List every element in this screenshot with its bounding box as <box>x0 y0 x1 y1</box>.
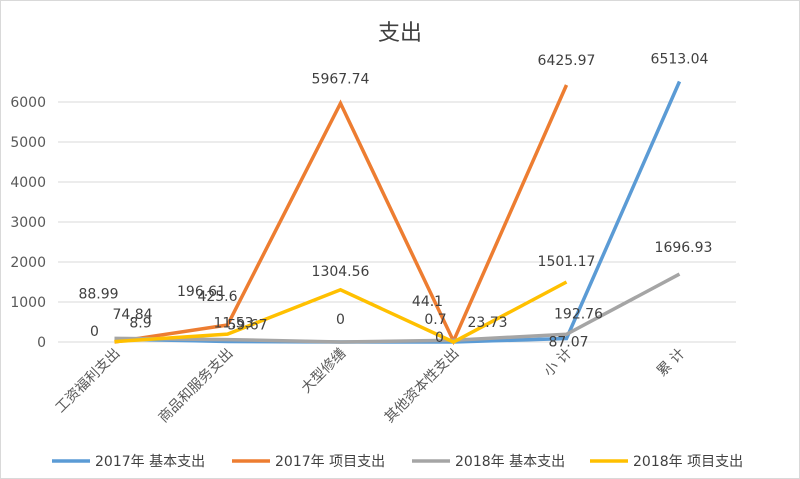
x-tick-label: 商品和服务支出 <box>156 346 237 427</box>
data-label: 74.84 <box>112 307 152 323</box>
data-label: 23.73 <box>467 315 507 331</box>
series-lines <box>114 80 682 346</box>
x-tick-label: 其他资本性支出 <box>382 346 463 427</box>
y-tick-label: 4000 <box>10 175 46 191</box>
data-label: 44.1 <box>412 294 443 310</box>
data-label: 8.9 <box>129 316 151 332</box>
data-label: 88.99 <box>78 286 118 302</box>
y-tick-label: 5000 <box>10 135 46 151</box>
data-label: 425.6 <box>197 289 237 305</box>
legend-label: 2018年 项目支出 <box>633 454 743 470</box>
x-axis: 工资福利支出 商品和服务支出 大型修缮 其他资本性支出 小 计 累 计 <box>53 346 689 427</box>
legend: 2017年 基本支出 2017年 项目支出 2018年 基本支出 2018年 项目支出 <box>52 453 743 470</box>
series-line <box>114 84 569 346</box>
data-label: 196.61 <box>177 284 226 300</box>
data-label: 6425.97 <box>538 53 596 69</box>
y-tick-label: 6000 <box>10 95 46 111</box>
data-label: 192.76 <box>554 306 603 322</box>
y-tick-label: 0 <box>37 335 46 351</box>
chart-title: 支出 <box>378 21 422 46</box>
data-label: 1696.93 <box>655 240 713 256</box>
x-tick-label: 工资福利支出 <box>53 346 124 417</box>
data-label: 6513.04 <box>651 51 709 67</box>
data-label: 1304.56 <box>312 264 370 280</box>
y-tick-label: 3000 <box>10 215 46 231</box>
x-tick-label: 大型修缮 <box>298 346 349 397</box>
x-tick-label: 小 计 <box>541 346 575 380</box>
x-tick-label: 累 计 <box>654 346 688 380</box>
legend-label: 2018年 基本支出 <box>455 453 565 470</box>
data-label: 0 <box>435 330 444 346</box>
series-line <box>114 272 681 344</box>
data-labels: 74.84 11.53 0.7 87.07 6513.04 0 425.6 5967.74 23… <box>78 51 712 350</box>
data-label: 0.7 <box>424 312 446 328</box>
data-label: 0 <box>90 324 99 340</box>
series-line <box>114 280 568 344</box>
y-axis: 0 1000 2000 3000 4000 5000 6000 <box>10 95 46 351</box>
data-label: 11.53 <box>213 316 253 332</box>
data-label: 87.07 <box>548 335 588 351</box>
data-label: 0 <box>336 312 345 328</box>
data-label: 59.67 <box>227 318 267 334</box>
data-label: 1501.17 <box>538 254 596 270</box>
y-tick-label: 1000 <box>10 295 46 311</box>
data-label: 5967.74 <box>312 71 370 87</box>
legend-label: 2017年 项目支出 <box>275 454 385 470</box>
y-tick-label: 2000 <box>10 255 46 271</box>
legend-label: 2017年 基本支出 <box>95 453 205 470</box>
